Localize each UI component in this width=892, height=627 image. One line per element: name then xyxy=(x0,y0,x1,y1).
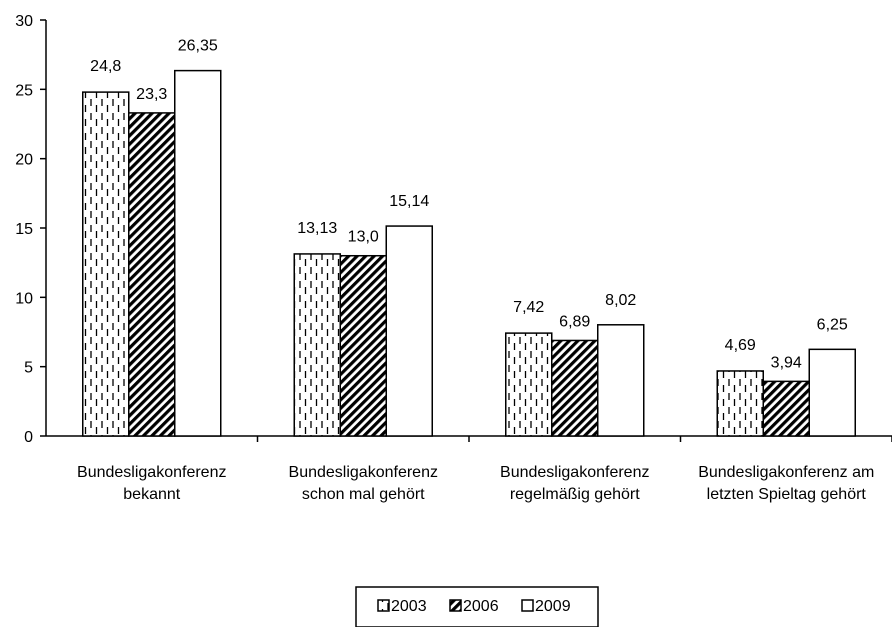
legend-box xyxy=(355,586,599,627)
data-label-2009-cat1: 26,35 xyxy=(178,38,218,55)
data-label-2003-cat2: 13,13 xyxy=(297,220,337,237)
data-label-2006-cat4: 3,94 xyxy=(771,354,802,371)
data-label-2006-cat2: 13,0 xyxy=(348,229,379,246)
category-label-3-line1: Bundesligakonferenz xyxy=(500,464,649,481)
data-label-2009-cat4: 6,25 xyxy=(817,316,848,333)
category-label-2-line2: schon mal gehört xyxy=(302,486,425,503)
bar-2006-cat3 xyxy=(551,339,599,437)
bar-2003-cat2 xyxy=(293,253,341,437)
category-label-4-line1: Bundesligakonferenz am xyxy=(698,464,874,481)
data-label-2009-cat2: 15,14 xyxy=(389,193,429,210)
legend-label-2003: 2003 xyxy=(391,598,427,615)
bar-2009-cat3 xyxy=(597,324,645,437)
data-label-2003-cat3: 7,42 xyxy=(513,299,544,316)
category-label-2-line1: Bundesligakonferenz xyxy=(289,464,438,481)
y-tick-label: 30 xyxy=(15,13,33,30)
y-tick-label: 15 xyxy=(15,221,33,238)
category-label-3-line2: regelmäßig gehört xyxy=(510,486,640,503)
legend-swatch-2003 xyxy=(377,599,390,612)
category-label-4-line2: letzten Spieltag gehört xyxy=(707,486,867,503)
bar-2003-cat1 xyxy=(82,91,130,437)
bar-2009-cat2 xyxy=(385,225,433,437)
bars-layer xyxy=(82,69,856,437)
legend-swatch-2009 xyxy=(521,599,534,612)
y-tick-label: 0 xyxy=(24,429,33,446)
data-label-2006-cat1: 23,3 xyxy=(136,86,167,103)
y-tick-label: 5 xyxy=(24,360,33,377)
bar-2009-cat4 xyxy=(808,348,856,437)
bar-2009-cat1 xyxy=(174,69,222,437)
bar-2006-cat1 xyxy=(128,112,176,437)
data-label-2003-cat4: 4,69 xyxy=(725,337,756,354)
legend: 2003 2006 2009 xyxy=(355,586,599,627)
bar-2006-cat2 xyxy=(339,254,387,437)
y-tick-label: 20 xyxy=(15,152,33,169)
category-label-1-line1: Bundesligakonferenz xyxy=(77,464,226,481)
y-tick-label: 25 xyxy=(15,82,33,99)
legend-swatch-2006 xyxy=(449,599,462,612)
legend-label-2009: 2009 xyxy=(535,598,571,615)
data-label-2006-cat3: 6,89 xyxy=(559,313,590,330)
labels-layer: 24,8 23,3 26,35 Bundesligakonferenz bekannt 1… xyxy=(77,38,874,503)
bar-2003-cat3 xyxy=(505,332,553,437)
bar-2006-cat4 xyxy=(762,380,810,437)
legend-label-2006: 2006 xyxy=(463,598,499,615)
y-tick-label: 10 xyxy=(15,290,33,307)
data-label-2009-cat3: 8,02 xyxy=(605,292,636,309)
bar-2003-cat4 xyxy=(716,370,764,437)
data-label-2003-cat1: 24,8 xyxy=(90,58,121,75)
category-label-1-line2: bekannt xyxy=(123,486,180,503)
